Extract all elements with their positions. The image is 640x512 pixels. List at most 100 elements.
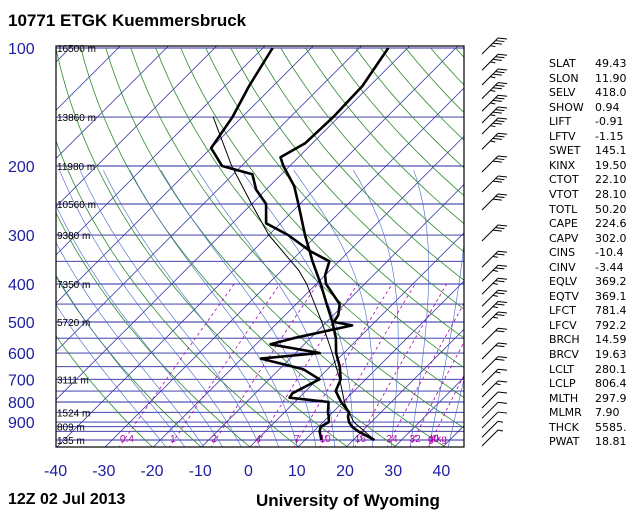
isotherm	[152, 135, 464, 447]
index-value: 22.10	[595, 173, 627, 187]
index-key: LCLP	[549, 377, 576, 391]
index-value: 19.50	[595, 158, 627, 172]
moist-adiabat	[56, 274, 186, 447]
index-value: -0.91	[595, 115, 624, 129]
pressure-tick-label: 100	[8, 41, 35, 58]
wind-barb	[481, 429, 504, 447]
wind-barb	[481, 277, 508, 295]
mixing-ratio-label: 7	[294, 434, 300, 445]
wind-barb	[481, 53, 508, 71]
wind-barb	[481, 380, 508, 398]
index-value: 224.6	[595, 217, 627, 231]
wind-barb	[481, 300, 508, 318]
wind-barb	[481, 117, 508, 135]
moist-adiabat	[56, 241, 205, 447]
wind-barb	[481, 175, 508, 193]
observation-time: 12Z 02 Jul 2013	[8, 491, 126, 508]
index-value: -1.15	[595, 129, 624, 143]
isotherm	[56, 46, 411, 401]
wind-barb	[481, 155, 508, 173]
index-value: 806.4	[595, 377, 627, 391]
dry-adiabat	[56, 47, 349, 447]
chart-title: 10771 ETGK Kuemmersbruck	[8, 11, 247, 30]
mixing-ratio-label: 2	[211, 434, 217, 445]
index-key: VTOT	[549, 187, 579, 201]
mixing-ratio-label: 4	[256, 434, 262, 445]
dry-adiabat	[180, 47, 464, 369]
isotherm	[393, 376, 464, 447]
mixing-ratio-label: 24	[386, 434, 398, 445]
index-value: 280.1	[595, 362, 627, 376]
moist-adiabat	[56, 304, 167, 447]
dewpoint-profile-line	[209, 47, 354, 441]
pressure-tick-label: 500	[8, 315, 35, 332]
moist-adiabat	[447, 378, 464, 447]
temperature-axis: -40 -30 -20 -10 0 10 20 30 40	[44, 463, 450, 480]
pressure-axis: 100 200 300 400 500 600 700 800 900	[8, 41, 35, 432]
mixing-ratio-line	[409, 341, 464, 447]
isotherm	[297, 280, 464, 447]
temperature-tick-label: 10	[288, 463, 306, 480]
dry-adiabat	[230, 47, 464, 310]
dry-adiabat	[56, 335, 154, 447]
index-key: LCLT	[549, 362, 575, 376]
isotherm	[56, 46, 314, 304]
pressure-tick-label: 300	[8, 228, 35, 245]
index-value: 5585.	[595, 420, 627, 434]
temperature-tick-label: 0	[244, 463, 253, 480]
height-label: 9380 m	[57, 231, 90, 242]
wind-barb	[481, 94, 508, 112]
height-label: 16500 m	[57, 44, 96, 55]
index-value: 28.10	[595, 187, 627, 201]
pressure-tick-label: 900	[8, 415, 35, 432]
source-label: University of Wyoming	[256, 491, 440, 510]
index-value: 369.2	[595, 275, 627, 289]
temperature-profile-line	[279, 47, 390, 442]
mixing-ratio-label: 40	[428, 434, 440, 445]
index-key: LFCV	[549, 318, 577, 332]
height-label: 809 m	[57, 423, 85, 434]
wind-barb	[481, 37, 508, 55]
mixing-ratio-line	[386, 302, 464, 447]
wind-barb	[481, 106, 508, 124]
index-value: 14.59	[595, 333, 627, 347]
dry-adiabat	[56, 139, 300, 447]
pressure-tick-label: 700	[8, 372, 35, 389]
index-value: -10.4	[595, 246, 624, 260]
index-value: 50.20	[595, 202, 627, 216]
temperature-tick-label: 30	[384, 463, 402, 480]
index-key: THCK	[549, 420, 579, 434]
mixing-ratio-line	[255, 283, 358, 447]
pressure-tick-label: 200	[8, 159, 35, 176]
moist-adiabat	[103, 170, 279, 447]
dry-adiabat	[255, 47, 464, 281]
height-label: 11980 m	[57, 162, 95, 173]
height-label: 135 m	[57, 436, 85, 447]
index-key: EQTV	[549, 289, 579, 303]
mixing-ratio-label: 32	[410, 434, 422, 445]
wind-barb	[481, 368, 508, 386]
wind-barb	[481, 82, 508, 100]
index-value: 369.1	[595, 289, 627, 303]
temperature-tick-label: 20	[336, 463, 354, 480]
mixing-ratio-line	[428, 374, 464, 447]
dry-adiabat	[56, 212, 251, 447]
index-value: 11.90	[595, 71, 627, 85]
dry-adiabat	[130, 47, 464, 429]
mixing-ratio-line	[319, 283, 416, 447]
index-value: 418.0	[595, 86, 627, 100]
wind-barb	[481, 132, 508, 150]
index-value: 0.94	[595, 100, 620, 114]
index-key: KINX	[549, 158, 576, 172]
isotherm	[56, 46, 362, 352]
mixing-ratio-line	[118, 283, 235, 447]
index-key: SLON	[549, 71, 579, 85]
wind-barb	[481, 68, 508, 86]
dry-adiabat	[280, 47, 464, 253]
pressure-tick-label: 600	[8, 346, 35, 363]
index-key: PWAT	[549, 435, 580, 449]
pressure-tick-label: 800	[8, 395, 35, 412]
wind-barb	[481, 420, 504, 438]
wind-barb	[481, 224, 508, 242]
moist-adiabat	[197, 170, 336, 447]
